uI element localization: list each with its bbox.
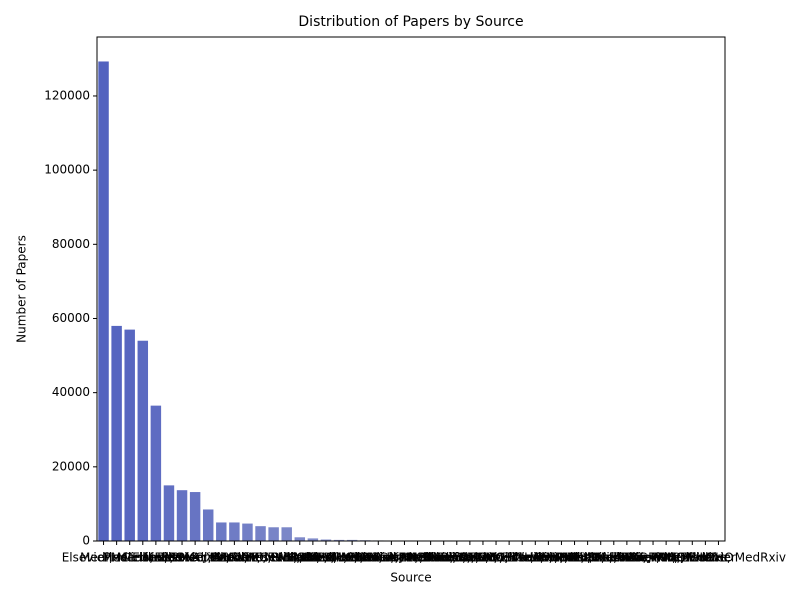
x-tick-label: MedRxiv	[143, 551, 194, 565]
x-tick-label: BioRxiv; PMC; WHO	[568, 551, 685, 565]
plot-frame	[96, 36, 726, 542]
x-tick-label: BioRxiv; PMC	[417, 551, 496, 565]
x-tick-label: BioRxiv; Elsevier	[629, 551, 729, 565]
y-tick-label: 0	[82, 534, 90, 548]
x-tick-label: ArXiv	[192, 551, 224, 565]
x-tick-label: ArXiv; Elsevier; PMC	[462, 551, 583, 565]
bar	[124, 329, 135, 541]
x-tick-label: BioRxiv; Medline	[355, 551, 455, 565]
x-tick-label: BioRxiv; Elsevier; Medline; PMC	[454, 551, 643, 565]
x-tick-label: Elsevier; Medline; PMC	[62, 551, 198, 565]
x-tick-label: ArXiv; Medline; PMC	[292, 551, 413, 565]
x-tick-label: ArXiv; Medline	[387, 551, 474, 565]
x-tick-label: Medline	[80, 551, 127, 565]
bar	[202, 509, 214, 541]
y-tick-label: 120000	[44, 88, 90, 102]
bar	[242, 523, 253, 541]
y-tick-label: 80000	[52, 237, 90, 251]
x-tick-label: MedRxiv; WHO	[242, 551, 331, 565]
x-tick-label: PMC	[104, 551, 130, 565]
bar	[98, 61, 109, 542]
x-tick-label: MedRxiv; PMC	[401, 551, 486, 565]
x-tick-label: BioRxiv	[212, 551, 257, 565]
x-tick-label: Elsevier; PMC	[155, 551, 236, 565]
x-tick-label: MedRxiv; Elsevier	[508, 551, 614, 565]
x-tick-label: Medline; PMC	[102, 551, 183, 565]
x-tick-label: ArXiv; WHO	[435, 551, 505, 565]
x-tick-label: Medline; WHO	[179, 551, 264, 565]
x-tick-label: Elsevier; WHO	[283, 551, 369, 565]
y-axis-label: Number of Papers	[15, 235, 29, 343]
chart-title: Distribution of Papers by Source	[298, 14, 523, 30]
y-tick-label: 60000	[52, 311, 90, 325]
y-tick-label: 20000	[52, 459, 90, 473]
x-tick-label: Elsevier; Medline; PMC; WHO	[160, 551, 334, 565]
x-axis-label: Source	[390, 571, 431, 585]
x-tick-label: WHO	[703, 551, 733, 565]
bar	[189, 492, 201, 541]
x-tick-label: Elsevier; MedRxiv; WHO	[541, 551, 686, 565]
x-tick-label: BioRxiv; Medline; PMC	[298, 551, 431, 565]
bar	[255, 526, 266, 541]
y-tick-label: 40000	[52, 385, 90, 399]
x-tick-label: ArXiv; MedRxiv	[555, 551, 646, 565]
x-tick-label: PMC; WHO	[242, 551, 306, 565]
bar	[137, 340, 149, 541]
x-tick-label: Elsevier; PMC; WHO	[423, 551, 542, 565]
x-tick-label: ArXiv; PMC	[359, 551, 425, 565]
bar	[176, 490, 188, 541]
bar	[216, 522, 227, 541]
x-tick-label: Elsevier; Medline; MedRxiv	[625, 551, 786, 565]
bar	[281, 527, 292, 541]
x-tick-label: ArXiv; PMC; WHO	[614, 551, 718, 565]
x-tick-label: BioRxiv; WHO	[271, 551, 354, 565]
x-tick-label: Elsevier	[132, 551, 179, 565]
x-tick-label: MedRxiv; PMC; WHO	[591, 551, 714, 565]
x-tick-label: Elsevier; Medline; WHO	[347, 551, 487, 565]
x-tick-label: Medline; PMC; WHO	[123, 551, 242, 565]
x-tick-label: Elsevier; Medline	[209, 551, 311, 565]
bar	[320, 539, 332, 541]
bar	[229, 522, 240, 541]
bar	[150, 405, 162, 541]
x-tick-label: ArXiv; Elsevier; Medline	[569, 551, 711, 565]
x-tick-label: BioRxiv; Medline; WHO	[440, 551, 578, 565]
x-tick-label: ArXiv; Elsevier; Medline; PMC	[212, 551, 388, 565]
x-tick-label: ArXiv; BioRxiv	[532, 551, 616, 565]
bar	[333, 539, 345, 541]
x-tick-label: Medline; MedRxiv	[286, 551, 392, 565]
x-tick-label: BioRxiv; MedRxiv	[536, 551, 640, 565]
bar	[163, 485, 175, 541]
bar	[346, 539, 358, 541]
x-tick-label: ArXiv; Elsevier	[649, 551, 736, 565]
x-tick-label: MedRxiv; Medline; WHO	[424, 551, 568, 565]
y-tick-label: 100000	[44, 163, 90, 177]
x-tick-label: MedRxiv; Medline; PMC	[308, 551, 448, 565]
x-tick-label: ArXiv; Medline; WHO	[473, 551, 598, 565]
bar	[294, 537, 306, 541]
bar	[307, 538, 319, 541]
bar	[111, 325, 122, 541]
bar	[268, 527, 279, 541]
